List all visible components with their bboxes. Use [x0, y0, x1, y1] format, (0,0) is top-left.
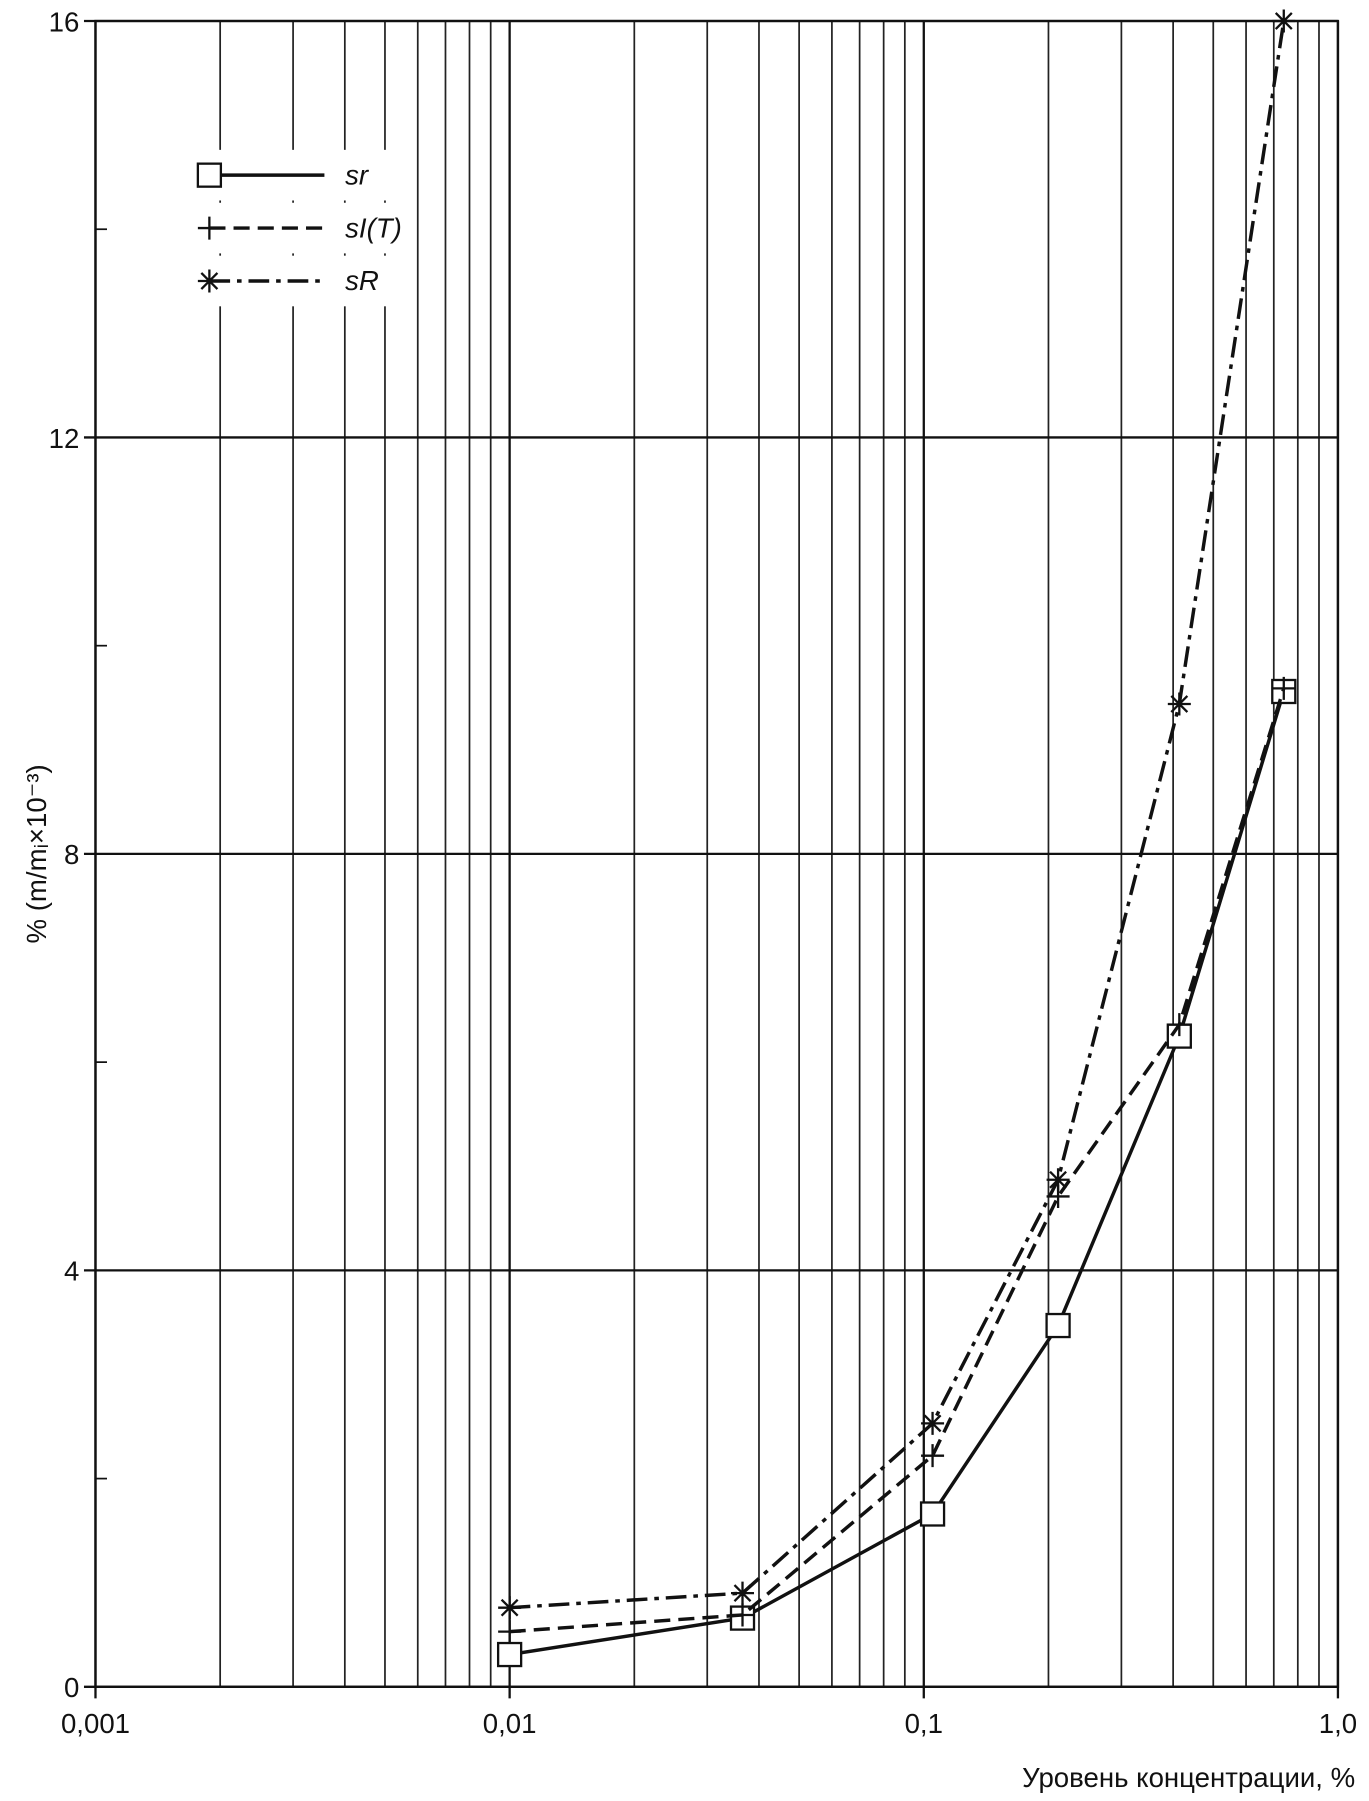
marker-plus	[921, 1444, 945, 1468]
plot-frame	[94, 19, 1340, 1688]
series-line	[509, 687, 1286, 1634]
marker-asterisk	[1167, 692, 1191, 716]
legend-label: sI(T)	[345, 212, 402, 243]
x-axis-label: Уровень концентрации, %	[1022, 1762, 1355, 1793]
x-tick-label: 0,01	[483, 1708, 537, 1739]
series-line	[509, 690, 1286, 1657]
legend-label: sR	[345, 265, 379, 296]
marker-square	[1045, 1312, 1071, 1339]
y-tick-label: 16	[49, 6, 80, 37]
series-line	[509, 20, 1286, 1610]
y-tick-label: 12	[49, 423, 80, 454]
marker-asterisk	[1046, 1168, 1070, 1192]
marker-asterisk	[921, 1411, 945, 1435]
legend-marker	[196, 162, 223, 188]
y-tick-label: 4	[64, 1256, 79, 1287]
y-tick-label: 8	[64, 839, 79, 870]
legend-marker	[197, 216, 221, 240]
legend-label: sr	[345, 159, 370, 190]
y-axis-label: % (m/mᵢ×10⁻³)	[21, 764, 52, 943]
marker-square	[919, 1501, 946, 1527]
x-tick-label: 0,001	[61, 1708, 130, 1739]
marker-asterisk	[498, 1596, 522, 1620]
marker-asterisk	[731, 1581, 755, 1605]
marker-square	[496, 1641, 523, 1668]
marker-plus	[498, 1620, 522, 1644]
marker-plus	[1167, 1013, 1191, 1037]
marker-plus	[1272, 676, 1296, 700]
x-tick-label: 0,1	[905, 1708, 943, 1739]
y-tick-label: 0	[64, 1672, 79, 1703]
marker-plus	[731, 1603, 755, 1627]
x-tick-label: 1,0	[1319, 1708, 1357, 1739]
legend-marker	[197, 269, 221, 293]
